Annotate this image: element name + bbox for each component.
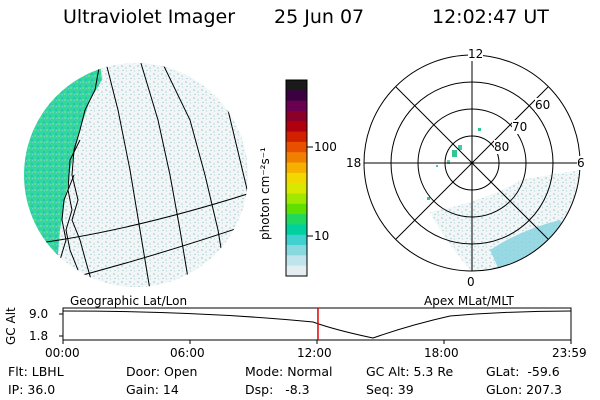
mlat-label-60: 60: [535, 98, 551, 112]
ip-info: IP: 36.0: [8, 382, 56, 397]
date-label: 25 Jun 07: [274, 6, 365, 28]
filter-info: Flt: LBHL: [8, 364, 64, 379]
timeline-axis-label: GC Alt: [4, 307, 18, 345]
mlat-label-70: 70: [512, 120, 528, 134]
timeline-xtick-2359: 23:59: [552, 346, 587, 360]
timeline-xtick-0000: 00:00: [45, 346, 80, 360]
colorbar-segment: [286, 152, 307, 164]
mlat-label-80: 80: [494, 140, 510, 154]
geographic-label: Geographic Lat/Lon: [70, 294, 188, 308]
mlt-label-12: 12: [468, 47, 484, 61]
colorbar-segment: [286, 121, 307, 133]
colorbar-segment: [286, 131, 307, 143]
seq-info: Seq: 39: [366, 382, 414, 397]
colorbar-segment: [286, 183, 307, 195]
instrument-title: Ultraviolet Imager: [63, 6, 236, 28]
colorbar-segment: [286, 162, 307, 174]
colorbar-segment: [286, 255, 307, 267]
colorbar-frame: [285, 79, 313, 277]
colorbar-segment: [286, 193, 307, 205]
apex-label: Apex MLat/MLT: [424, 294, 514, 308]
colorbar: [286, 80, 307, 277]
gain-info: Gain: 14: [126, 382, 179, 397]
colorbar-segment: [286, 234, 307, 246]
polar-plot: [363, 54, 581, 272]
colorbar-segment: [286, 172, 307, 184]
colorbar-segment: [286, 265, 307, 277]
glat-info: GLat: -59.6: [486, 364, 560, 379]
timeline-xtick-1800: 18:00: [424, 346, 459, 360]
gc-alt-info: GC Alt: 5.3 Re: [366, 364, 454, 379]
colorbar-tick-100: 100: [314, 140, 337, 154]
colorbar-segment: [286, 214, 307, 226]
colorbar-segment: [286, 110, 307, 122]
mode-info: Mode: Normal: [245, 364, 333, 379]
colorbar-segment: [286, 100, 307, 112]
mlt-label-6: 6: [577, 156, 585, 170]
timeline-plot: [59, 307, 572, 344]
timeline-xtick-0600: 06:00: [170, 346, 205, 360]
colorbar-segment: [286, 90, 307, 102]
colorbar-segment: [286, 224, 307, 236]
timeline-ytick-9: 9.0: [29, 307, 49, 321]
time-label: 12:02:47 UT: [432, 6, 549, 28]
door-info: Door: Open: [126, 364, 198, 379]
colorbar-segment: [286, 245, 307, 256]
mlt-label-18: 18: [346, 156, 362, 170]
colorbar-tick-10: 10: [314, 229, 330, 243]
colorbar-segment: [286, 141, 307, 153]
mlt-label-0: 0: [467, 275, 475, 289]
timeline-xtick-1200: 12:00: [297, 346, 332, 360]
colorbar-segment: [286, 203, 307, 215]
colorbar-segment: [286, 80, 307, 91]
dsp-info: Dsp: -8.3: [245, 382, 310, 397]
glon-info: GLon: 207.3: [486, 382, 562, 397]
geographic-image: [24, 63, 248, 287]
timeline-ytick-1-8: 1.8: [29, 329, 49, 343]
colorbar-unit-label: photon cm⁻²s⁻¹: [258, 147, 272, 240]
